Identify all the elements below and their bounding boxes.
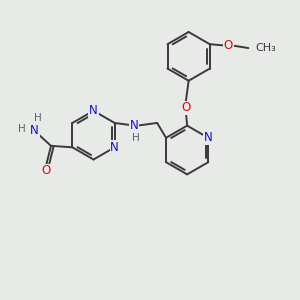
Text: N: N	[130, 119, 138, 132]
Text: O: O	[41, 164, 50, 177]
Text: H: H	[18, 124, 26, 134]
Text: O: O	[181, 101, 190, 114]
Text: H: H	[34, 113, 41, 124]
Text: N: N	[204, 131, 213, 144]
Text: N: N	[89, 104, 98, 117]
Text: N: N	[30, 124, 39, 137]
Text: N: N	[110, 141, 119, 154]
Text: H: H	[132, 133, 139, 143]
Text: O: O	[224, 39, 233, 52]
Text: CH₃: CH₃	[255, 43, 276, 53]
